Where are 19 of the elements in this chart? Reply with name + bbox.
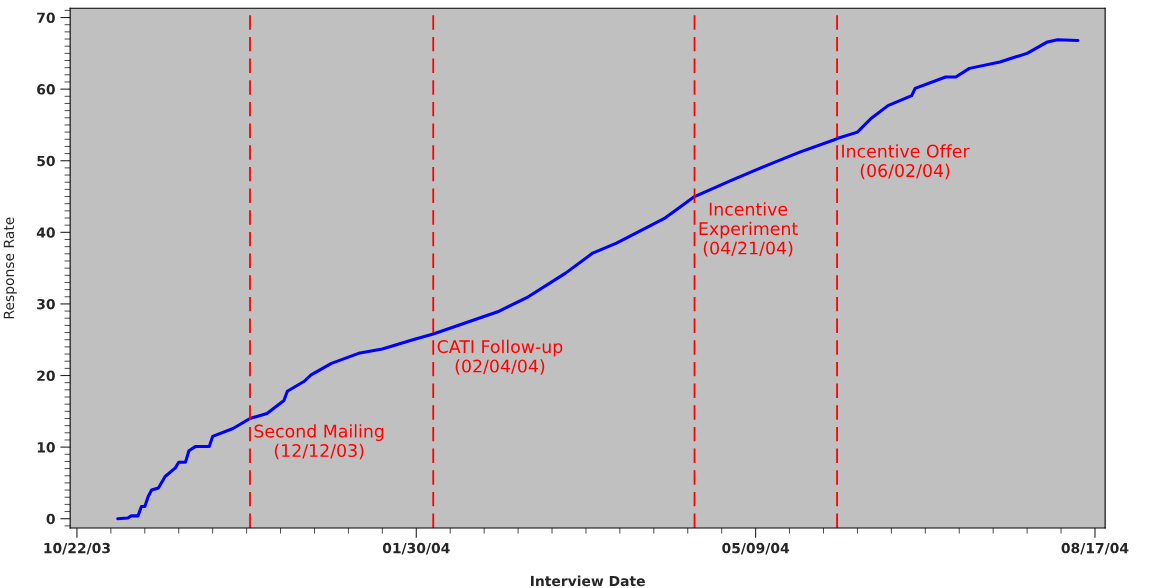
ref-line-label: Incentive Experiment (04/21/04) [699,202,798,257]
y-tick-label: 60 [37,84,55,95]
y-tick-label: 40 [36,227,55,238]
y-tick-label: 70 [37,12,55,24]
y-axis-title: Response Rate [3,217,17,319]
x-axis-title: Interview Date [531,575,645,587]
x-tick-label: 01/30/04 [382,542,450,555]
y-tick-label: 0 [46,513,55,525]
x-tick-label: 08/17/04 [1061,542,1129,555]
ref-line-label: CATI Follow-up (02/04/04) [437,339,563,375]
ref-line-label: Incentive Offer (06/02/04) [842,144,970,180]
y-tick-label: 20 [37,370,55,381]
y-tick-label: 50 [37,155,55,167]
line-series [116,38,1080,521]
x-tick-label: 10/22/03 [44,542,110,555]
y-tick-label: 30 [37,298,55,310]
x-tick-label: 05/09/04 [722,542,790,555]
ref-line-label: Second Mailing (12/12/03) [254,424,384,460]
y-tick-label: 10 [37,442,55,453]
